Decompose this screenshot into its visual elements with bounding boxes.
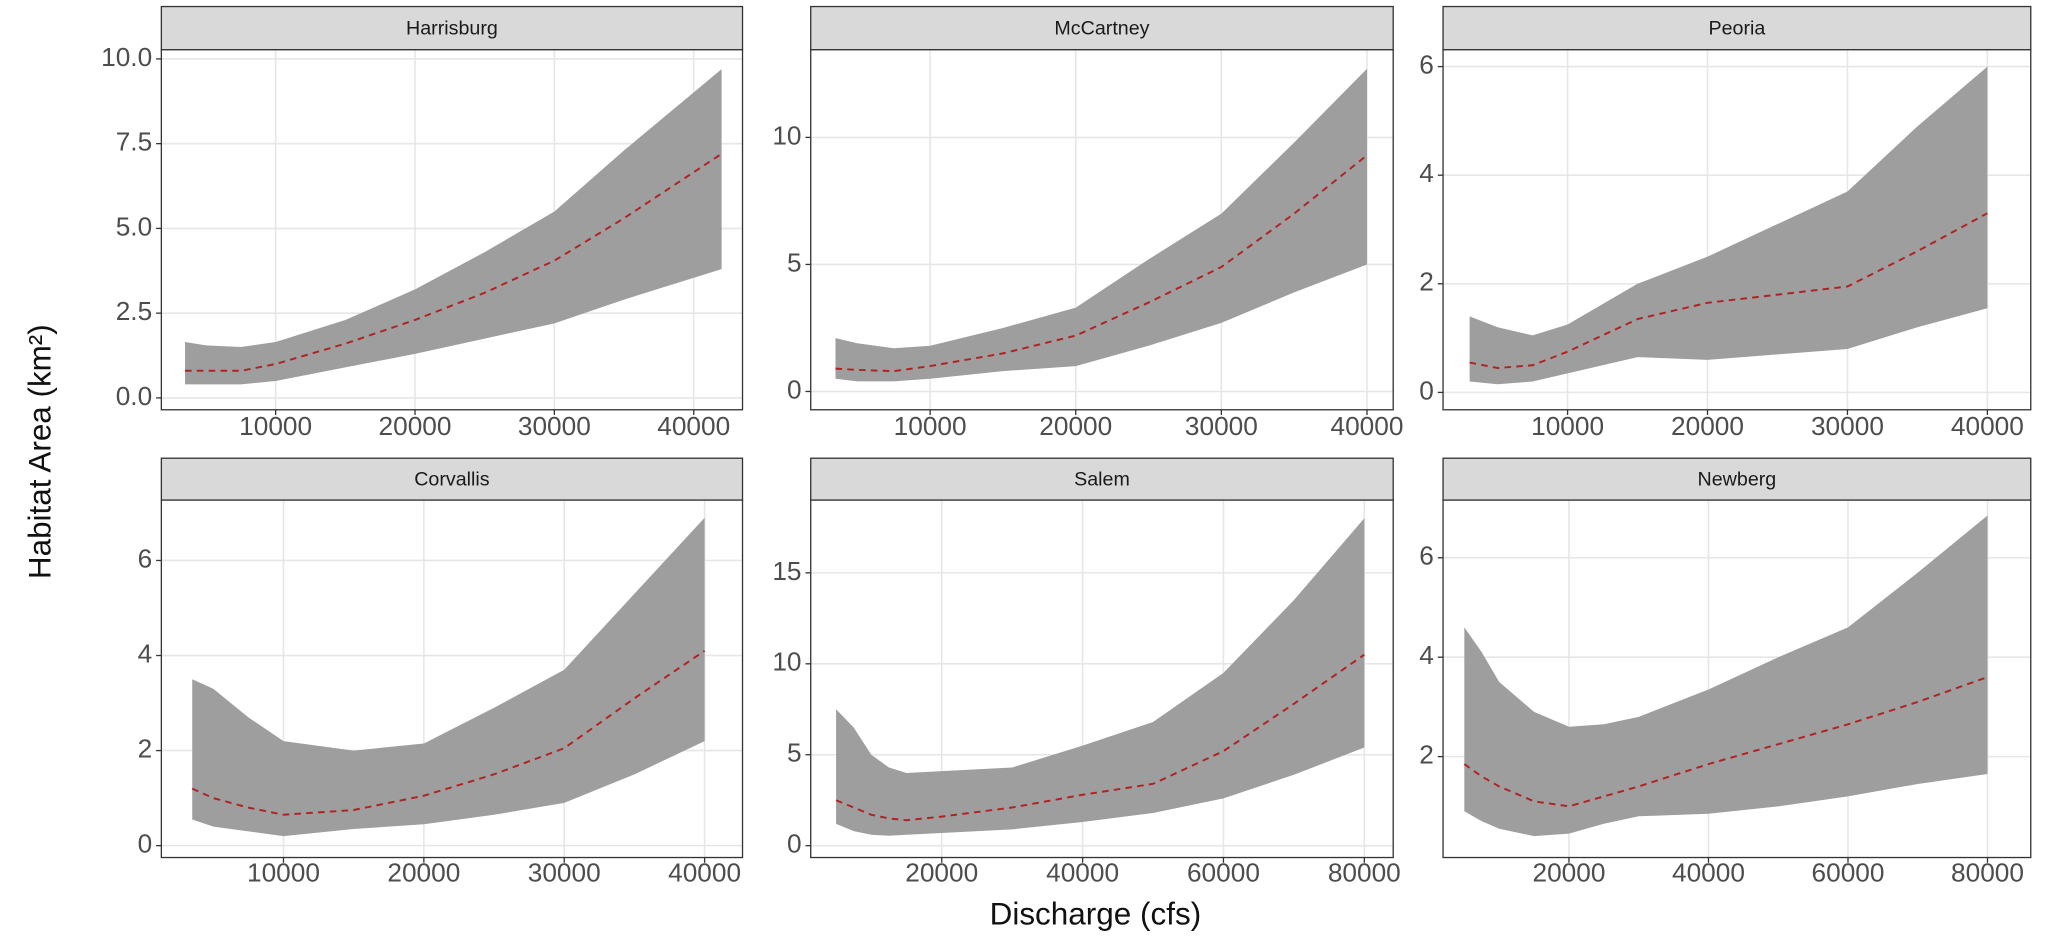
x-tick-label: 30000 (1811, 411, 1884, 441)
panel-border (1442, 49, 2032, 411)
x-tick-label: 20000 (1532, 857, 1605, 887)
y-tick-label: 2 (1419, 267, 1434, 297)
y-tick-label: 10 (772, 120, 801, 150)
median-line (1469, 212, 1988, 369)
x-tick-label: 80000 (1951, 857, 2024, 887)
x-tick-label: 10000 (894, 411, 967, 441)
strip-title: Peoria (1708, 18, 1765, 40)
y-tick-label: 0 (138, 829, 153, 859)
x-tick-label: 10000 (247, 857, 320, 887)
strip-title: Salem (1074, 469, 1130, 491)
y-tick-label: 4 (1419, 640, 1434, 670)
y-tick-label: 2.5 (116, 296, 152, 326)
confidence-band (185, 69, 722, 385)
y-tick-label: 10 (772, 647, 801, 677)
strip-title: Corvallis (414, 469, 490, 491)
x-tick-label: 20000 (387, 857, 460, 887)
confidence-band (835, 68, 1367, 382)
x-tick-label: 60000 (1187, 857, 1260, 887)
panel-border (810, 49, 1394, 411)
y-tick-label: 5.0 (116, 211, 152, 241)
panel-border (810, 499, 1394, 859)
confidence-band (192, 517, 705, 837)
x-tick-label: 30000 (518, 411, 591, 441)
median-line (1463, 676, 1988, 808)
x-tick-label: 40000 (1951, 411, 2024, 441)
confidence-band (836, 518, 1365, 836)
strip (160, 5, 744, 51)
x-tick-label: 40000 (1331, 411, 1404, 441)
y-tick-label: 5 (787, 247, 802, 277)
median-line (185, 153, 723, 372)
x-tick-label: 40000 (1046, 857, 1119, 887)
strip (160, 457, 744, 501)
strip (1442, 5, 2032, 51)
median-line (835, 653, 1365, 822)
median-line (191, 649, 706, 816)
y-tick-label: 6 (1419, 50, 1434, 80)
strip (810, 457, 1394, 501)
y-tick-label: 5 (787, 738, 802, 768)
x-tick-label: 40000 (668, 857, 741, 887)
panel-border (1442, 499, 2032, 859)
x-tick-label: 20000 (905, 857, 978, 887)
y-tick-label: 0 (787, 829, 802, 859)
x-tick-label: 30000 (528, 857, 601, 887)
confidence-band (1464, 515, 1988, 837)
y-tick-label: 15 (772, 556, 801, 586)
x-tick-label: 80000 (1328, 857, 1401, 887)
y-tick-label: 10.0 (101, 42, 152, 72)
y-tick-label: 4 (138, 638, 153, 668)
strip-title: Harrisburg (406, 18, 498, 40)
x-axis-title: Discharge (cfs) (990, 897, 1202, 932)
y-tick-label: 6 (1419, 541, 1434, 571)
strip (1442, 457, 2032, 501)
y-tick-label: 0 (1419, 375, 1434, 405)
x-tick-label: 40000 (1672, 857, 1745, 887)
x-tick-label: 20000 (1039, 411, 1112, 441)
y-tick-label: 2 (1419, 740, 1434, 770)
y-tick-label: 4 (1419, 158, 1434, 188)
y-tick-label: 0 (787, 374, 802, 404)
confidence-band (1469, 66, 1988, 385)
y-tick-label: 6 (138, 543, 153, 573)
y-tick-label: 2 (138, 734, 153, 764)
median-line (835, 154, 1368, 373)
y-tick-label: 7.5 (116, 127, 152, 157)
x-tick-label: 20000 (379, 411, 452, 441)
x-tick-label: 30000 (1185, 411, 1258, 441)
y-tick-label: 0.0 (116, 381, 152, 411)
x-tick-label: 20000 (1671, 411, 1744, 441)
x-tick-label: 60000 (1812, 857, 1885, 887)
x-tick-label: 40000 (657, 411, 730, 441)
panel-border (160, 499, 744, 859)
panel-border (160, 49, 744, 411)
x-tick-label: 10000 (1531, 411, 1604, 441)
strip-title: Newberg (1698, 469, 1777, 491)
strip (810, 5, 1394, 51)
x-tick-label: 10000 (239, 411, 312, 441)
y-axis-title: Habitat Area (km²) (22, 324, 57, 579)
strip-title: McCartney (1054, 18, 1149, 40)
